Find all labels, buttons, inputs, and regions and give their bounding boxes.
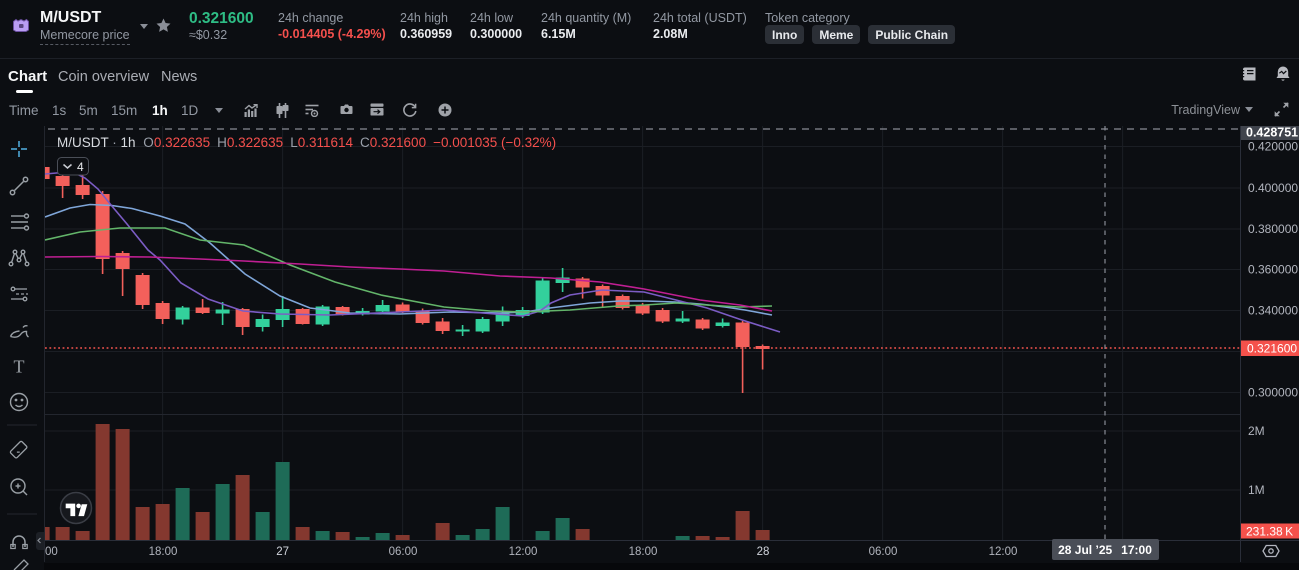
svg-text:231.38 K: 231.38 K: [1246, 525, 1293, 539]
svg-text:06:00: 06:00: [869, 546, 898, 558]
svg-text:0.400000: 0.400000: [1248, 181, 1298, 195]
svg-text:1M: 1M: [1248, 483, 1265, 497]
svg-text:0.360000: 0.360000: [1248, 263, 1298, 277]
svg-text:0.428751: 0.428751: [1246, 126, 1298, 140]
svg-text:T: T: [14, 357, 25, 377]
svg-text:0.321600: 0.321600: [1247, 342, 1297, 356]
svg-text:4: 4: [77, 160, 84, 174]
svg-text:18:00: 18:00: [629, 546, 658, 558]
svg-text:0.380000: 0.380000: [1248, 222, 1298, 236]
svg-text:18:00: 18:00: [149, 546, 178, 558]
svg-text:27: 27: [276, 546, 289, 558]
svg-text:0.340000: 0.340000: [1248, 304, 1298, 318]
svg-text:2M: 2M: [1248, 424, 1265, 438]
svg-text:12:00: 12:00: [989, 546, 1018, 558]
svg-text:28: 28: [757, 546, 770, 558]
svg-text:12:00: 12:00: [509, 546, 538, 558]
svg-text:0.420000: 0.420000: [1248, 140, 1298, 154]
svg-text:06:00: 06:00: [389, 546, 418, 558]
svg-text:00: 00: [45, 546, 58, 558]
svg-text:0.300000: 0.300000: [1248, 386, 1298, 400]
